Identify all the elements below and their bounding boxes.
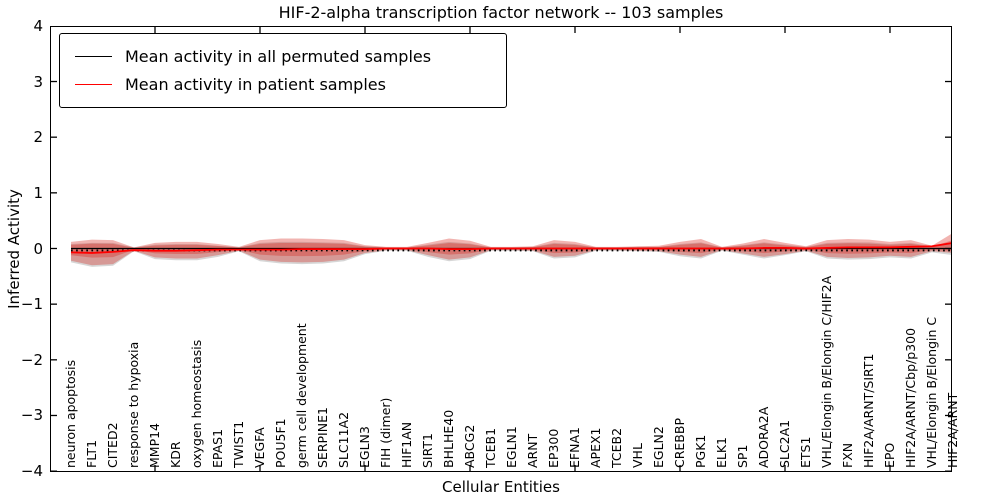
y-tick-label: 0 <box>33 239 43 258</box>
legend-label-patient: Mean activity in patient samples <box>125 74 386 94</box>
x-tick-label: CITED2 <box>105 422 120 468</box>
y-tick-labels: 4 3 2 1 0 −1 −2 −3 −4 <box>0 0 50 500</box>
x-tick-label: ETS1 <box>798 436 813 468</box>
x-tick-label: EP300 <box>546 428 561 468</box>
x-tick-label: TCEB2 <box>609 427 624 468</box>
x-tick-label: EGLN2 <box>651 426 666 468</box>
x-tick-label: oxygen homeostasis <box>189 339 204 468</box>
x-tick-label: BHLHE40 <box>441 409 456 468</box>
y-tick-label: 4 <box>33 16 43 35</box>
axis-ticks <box>50 26 952 472</box>
x-tick-label: response to hypoxia <box>126 341 141 468</box>
x-tick-label: EPAS1 <box>210 428 225 468</box>
x-tick-label: FIH (dimer) <box>378 397 393 468</box>
x-tick-label: MMP14 <box>147 422 162 468</box>
x-tick-label: TCEB1 <box>483 427 498 468</box>
x-tick-label: ABCG2 <box>462 424 477 468</box>
patient-mean-line <box>70 242 952 254</box>
y-tick-label: 3 <box>33 72 43 91</box>
x-tick-label: VHL/Elongin B/Elongin C/HIF2A <box>819 275 834 468</box>
legend: Mean activity in all permuted samples Me… <box>59 33 507 108</box>
x-tick-label: VEGFA <box>252 427 267 468</box>
y-tick-label: −2 <box>20 350 43 369</box>
x-tick-label: SLC11A2 <box>336 411 351 468</box>
x-tick-label: neuron apoptosis <box>63 359 78 468</box>
legend-line-sample-permuted <box>75 55 112 57</box>
plot-canvas <box>50 26 952 472</box>
plot-area: neuron apoptosis FLT1 CITED2 response to hy… <box>50 26 960 472</box>
x-tick-label: ADORA2A <box>756 406 771 468</box>
legend-entry-permuted: Mean activity in all permuted samples <box>60 42 506 70</box>
x-tick-label: EGLN3 <box>357 426 372 468</box>
x-tick-label: EFNA1 <box>567 427 582 468</box>
x-tick-label: VHL <box>630 443 645 468</box>
legend-entry-patient: Mean activity in patient samples <box>60 70 506 98</box>
x-tick-label: EGLN1 <box>504 426 519 468</box>
x-axis-label: Cellular Entities <box>442 478 560 496</box>
x-tick-label: ELK1 <box>714 436 729 468</box>
x-tick-label: TWIST1 <box>231 420 246 468</box>
x-tick-label: SIRT1 <box>420 433 435 468</box>
x-tick-label: SP1 <box>735 444 750 468</box>
legend-line-sample-patient <box>75 83 112 85</box>
x-tick-label: CREBBP <box>672 418 687 468</box>
x-tick-label: APEX1 <box>588 427 603 468</box>
x-tick-label: VHL/Elongin B/Elongin C <box>924 316 939 468</box>
x-tick-label: PGK1 <box>693 434 708 468</box>
legend-label-permuted: Mean activity in all permuted samples <box>125 46 432 66</box>
chart-title: HIF-2-alpha transcription factor network… <box>278 3 724 22</box>
x-tick-label: SERPINE1 <box>315 407 330 468</box>
x-tick-label: ARNT <box>525 433 540 468</box>
y-tick-label: 1 <box>33 183 43 202</box>
x-tick-label: POU5F1 <box>273 418 288 468</box>
x-tick-label: HIF2A/ARNT/SIRT1 <box>861 353 876 468</box>
x-tick-label: KDR <box>168 441 183 468</box>
x-tick-label: SLC2A1 <box>777 419 792 468</box>
y-tick-label: −4 <box>20 462 43 481</box>
x-tick-label: HIF2A/ARNT <box>945 392 960 468</box>
x-tick-label: germ cell development <box>294 323 309 468</box>
x-tick-label: FLT1 <box>84 439 99 468</box>
y-tick-label: −3 <box>20 406 43 425</box>
x-tick-label: HIF2A/ARNT/Cbp/p300 <box>903 327 918 468</box>
x-tick-label: EPO <box>882 442 897 468</box>
y-tick-label: 2 <box>33 128 43 147</box>
y-tick-label: −1 <box>20 295 43 314</box>
x-tick-label: FXN <box>840 442 855 468</box>
x-tick-label: HIF1AN <box>399 421 414 468</box>
